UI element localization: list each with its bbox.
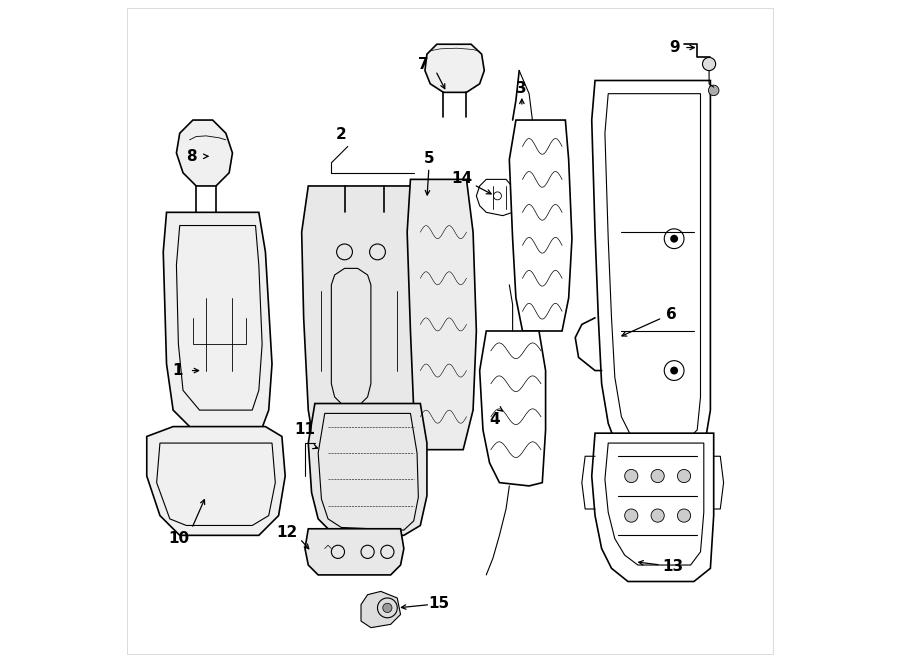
Polygon shape [176,120,232,186]
Circle shape [670,235,678,243]
Text: 3: 3 [516,81,526,96]
Text: 6: 6 [666,307,677,322]
Circle shape [664,229,684,249]
Text: 11: 11 [294,422,316,438]
Text: 2: 2 [336,127,346,142]
Polygon shape [302,186,424,463]
Circle shape [670,367,678,375]
Text: 8: 8 [186,149,197,164]
Polygon shape [361,591,400,628]
Text: 13: 13 [662,559,683,574]
Circle shape [664,361,684,381]
Polygon shape [591,81,710,463]
Text: 14: 14 [451,171,472,185]
Circle shape [651,469,664,483]
Text: 1: 1 [173,363,183,378]
Circle shape [651,509,664,522]
Text: 10: 10 [167,531,189,546]
Circle shape [703,58,716,71]
Text: 15: 15 [428,596,449,611]
Circle shape [708,85,719,95]
Circle shape [678,509,690,522]
Circle shape [382,603,392,612]
Polygon shape [309,404,427,536]
Circle shape [678,469,690,483]
Polygon shape [163,213,272,436]
Text: 7: 7 [418,56,429,71]
Polygon shape [425,44,484,93]
Polygon shape [591,433,714,581]
Circle shape [625,509,638,522]
Polygon shape [407,179,476,449]
Text: 4: 4 [490,412,500,428]
Circle shape [625,469,638,483]
Text: 5: 5 [424,151,434,166]
Polygon shape [147,426,285,536]
Polygon shape [509,120,572,331]
Text: 12: 12 [276,524,297,540]
Text: 9: 9 [669,40,680,55]
Polygon shape [480,331,545,486]
Polygon shape [305,529,404,575]
